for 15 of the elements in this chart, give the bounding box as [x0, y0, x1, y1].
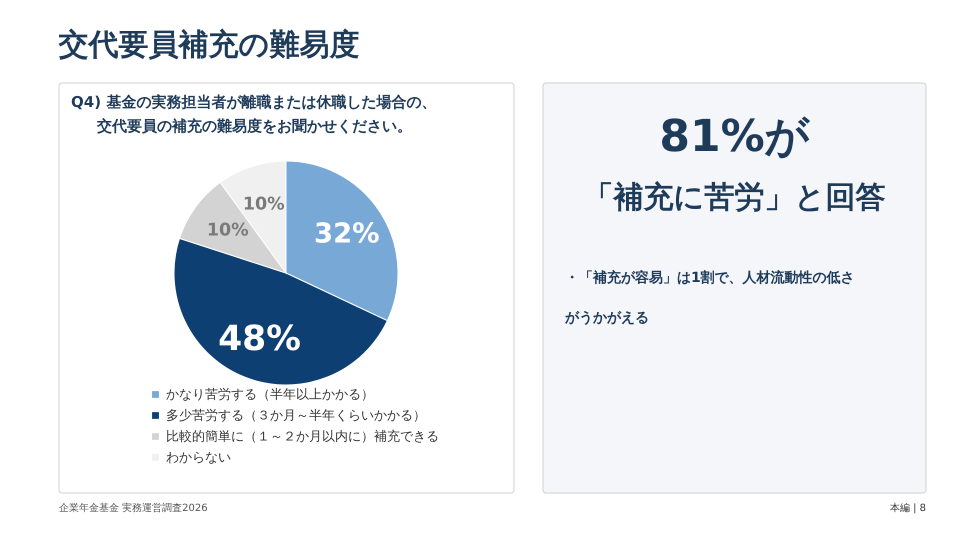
legend-label: わからない [166, 450, 231, 466]
text: ・「補充が容易」は1割で、人材流動性の低さがうかがえる [565, 270, 855, 326]
legend-label: 多少苦労する（３か月～半年くらいかかる） [166, 408, 426, 424]
data-label: 10% [242, 194, 285, 215]
text: 本編 | 8 [890, 502, 926, 514]
data-label: 10% [206, 220, 249, 241]
data-label: 48% [218, 318, 301, 359]
text: 企業年金基金 実務運営調査2026 [59, 502, 208, 514]
legend-label: 比較的簡単に（１～２か月以内に）補充できる [166, 430, 439, 444]
data-label: 32% [314, 218, 380, 250]
text: 81%が [659, 111, 811, 162]
text: 「補充に苦労」と回答 [584, 180, 886, 215]
chart-title: 交代要員補充の難易度 [58, 28, 360, 62]
legend-label: かなり苦労する（半年以上かかる） [166, 388, 374, 402]
chart-subtitle: Q4) 基金の実務担当者が離職または休職した場合の、交代要員の補充の難易度をお聞かせください。 [71, 93, 436, 135]
